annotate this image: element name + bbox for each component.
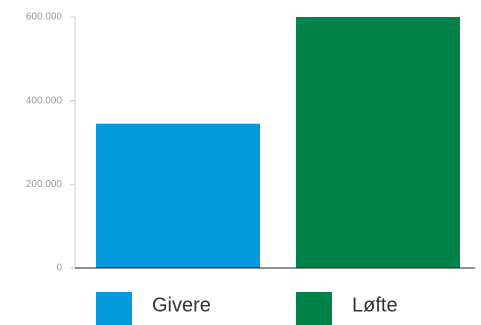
y-tick-label: 200.000 — [26, 179, 63, 190]
legend-swatch — [96, 292, 132, 325]
y-tick-label: 0 — [56, 263, 62, 274]
bar — [96, 123, 260, 268]
legend-label: Løfte — [352, 294, 398, 316]
legend-swatch — [296, 292, 332, 325]
bar — [296, 17, 460, 268]
y-tick-label: 600.000 — [26, 12, 63, 23]
y-tick-label: 400.000 — [26, 95, 63, 106]
legend-label: Givere — [152, 294, 211, 316]
